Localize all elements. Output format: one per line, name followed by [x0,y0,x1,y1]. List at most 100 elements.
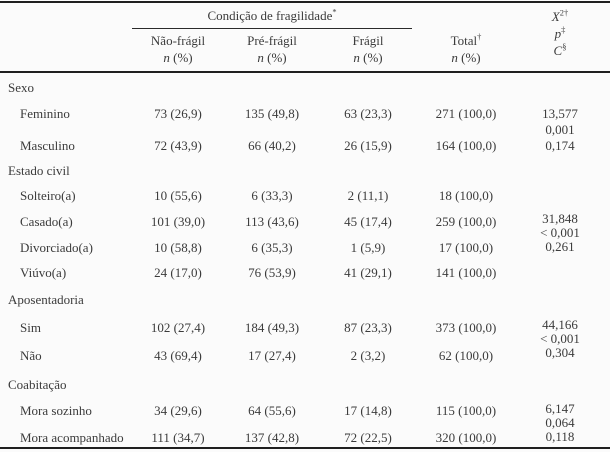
cell-nao-fragil: 24 (17,0) [154,265,202,280]
col-header-nao-fragil: Não-frágil n (%) [132,32,224,66]
top-rule [0,1,610,3]
spanner-label: Condição de fragilidade [207,8,333,23]
cell-pre-fragil: 76 (53,9) [248,265,296,280]
cell-nao-fragil: 101 (39,0) [150,214,206,229]
contingency-sup: § [562,41,567,52]
cell-total: 18 (100,0) [438,188,494,203]
cell-nao-fragil: 43 (69,4) [154,348,202,363]
row-label: Casado(a) [20,214,73,229]
section-header-aposentadoria: Aposentadoria [0,292,610,307]
chi-square-symbol: X [551,9,560,24]
cell-fragil: 41 (29,1) [344,265,392,280]
cell-pre-fragil: 17 (27,4) [248,348,296,363]
col-sub-pct: (%) [363,50,383,65]
section-title: Estado civil [8,163,70,178]
p-value: < 0,001 [540,331,580,346]
col-sub-pct: (%) [461,50,481,65]
row-label: Não [20,348,42,363]
col-sub-n: n [353,50,360,65]
cell-fragil: 72 (22,5) [344,430,392,445]
cell-pre-fragil: 113 (43,6) [245,214,299,229]
p-value: 0,064 [545,415,575,430]
col-name: Frágil [352,33,384,48]
contingency-symbol: C [553,43,563,58]
cell-total: 17 (100,0) [438,240,494,255]
col-header-pre-fragil: Pré-frágil n (%) [224,32,320,66]
cell-pre-fragil: 66 (40,2) [248,138,296,153]
section-header-estado-civil: Estado civil [0,163,610,178]
row-label: Viúvo(a) [20,265,67,280]
row-label: Feminino [20,106,70,121]
spanner-footnote-mark: * [332,6,337,17]
col-name: Pré-frágil [247,33,297,48]
stats-group-sexo: 13,577 0,001 0,174 [516,106,604,154]
cell-total: 259 (100,0) [435,214,497,229]
chi-square-value: 13,577 [542,106,578,121]
col-sub-n: n [163,50,170,65]
col-header-fragil: Frágil n (%) [320,32,416,66]
col-sub-n: n [257,50,264,65]
cell-nao-fragil: 10 (58,8) [154,240,202,255]
row-label: Masculino [20,138,75,153]
bottom-rule [0,447,610,449]
stats-group-aposentadoria: 44,166 < 0,001 0,304 [516,318,604,360]
cell-nao-fragil: 73 (26,9) [154,106,202,121]
table-row: Masculino 72 (43,9) 66 (40,2) 26 (15,9) … [0,138,610,153]
table-row: Mora sozinho 34 (29,6) 64 (55,6) 17 (14,… [0,403,610,418]
cell-nao-fragil: 111 (34,7) [151,430,205,445]
row-label: Sim [20,320,41,335]
section-title: Aposentadoria [8,292,84,307]
cell-pre-fragil: 6 (33,3) [251,188,293,203]
cell-total: 141 (100,0) [435,265,497,280]
p-value-sup: ‡ [561,24,566,35]
cell-pre-fragil: 135 (49,8) [244,106,300,121]
spanner-rule [132,28,412,29]
table-row: Divorciado(a) 10 (58,8) 6 (35,3) 1 (5,9)… [0,240,610,255]
p-value: < 0,001 [540,225,580,240]
cell-nao-fragil: 102 (27,4) [150,320,206,335]
section-header-coabitacao: Coabitação [0,377,610,392]
spanner-header: Condição de fragilidade* [132,6,412,24]
cell-total: 271 (100,0) [435,106,497,121]
cell-total: 115 (100,0) [435,403,497,418]
table-row: Viúvo(a) 24 (17,0) 76 (53,9) 41 (29,1) 1… [0,265,610,280]
cell-pre-fragil: 6 (35,3) [251,240,293,255]
stats-group-estado-civil: 31,848 < 0,001 0,261 [516,212,604,254]
cell-total: 164 (100,0) [435,138,497,153]
table-row: Não 43 (69,4) 17 (27,4) 2 (3,2) 62 (100,… [0,348,610,363]
cell-nao-fragil: 10 (55,6) [154,188,202,203]
cell-fragil: 1 (5,9) [350,240,386,255]
table-row: Feminino 73 (26,9) 135 (49,8) 63 (23,3) … [0,106,610,121]
p-value: 0,001 [545,122,575,137]
col-sub-pct: (%) [267,50,287,65]
row-label: Divorciado(a) [20,240,93,255]
p-value-symbol: p [554,26,562,41]
cell-nao-fragil: 72 (43,9) [154,138,202,153]
contingency-value: 0,261 [545,239,575,254]
col-header-statistics: X2† p‡ C§ [516,8,604,59]
row-label: Mora sozinho [20,403,92,418]
cell-total: 62 (100,0) [438,348,494,363]
cell-pre-fragil: 184 (49,3) [244,320,300,335]
section-title: Coabitação [8,377,67,392]
stats-group-coabitacao: 6,147 0,064 0,118 [516,402,604,444]
chi-square-sup: 2† [559,7,569,18]
row-label: Mora acompanhado [20,430,124,445]
cell-fragil: 26 (15,9) [344,138,392,153]
col-name: Não-frágil [150,33,206,48]
col-sub-pct: (%) [173,50,193,65]
row-label: Solteiro(a) [20,188,76,203]
contingency-value: 0,304 [545,345,575,360]
cell-fragil: 63 (23,3) [344,106,392,121]
header-rule [0,71,610,73]
col-sub-n: n [451,50,458,65]
cell-fragil: 17 (14,8) [344,403,392,418]
col-name: Total [450,33,478,48]
cell-pre-fragil: 137 (42,8) [244,430,300,445]
cell-fragil: 2 (11,1) [347,188,389,203]
cell-total: 320 (100,0) [435,430,497,445]
chi-square-value: 6,147 [545,401,575,416]
table-row: Casado(a) 101 (39,0) 113 (43,6) 45 (17,4… [0,214,610,229]
table-row: Mora acompanhado 111 (34,7) 137 (42,8) 7… [0,430,610,445]
